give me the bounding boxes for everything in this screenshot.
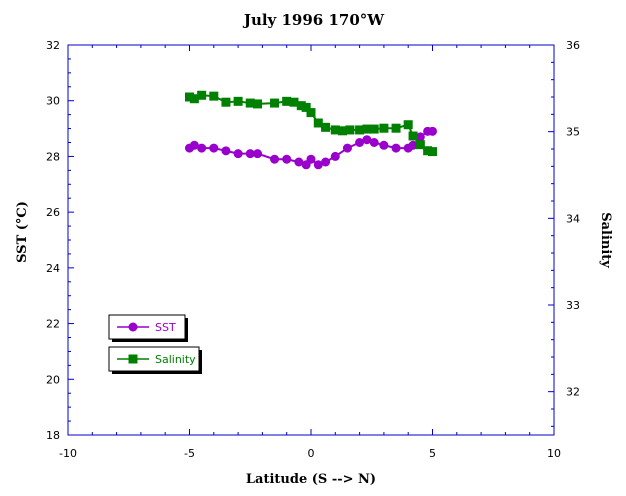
y-tick-label-right: 34 — [566, 212, 580, 225]
legend-label: Salinity — [155, 353, 196, 366]
legend-marker — [128, 322, 138, 332]
sst-point — [253, 149, 263, 159]
legend-label: SST — [155, 321, 176, 334]
salinity-point — [270, 98, 280, 108]
salinity-point — [189, 94, 199, 104]
y-axis-label-right: Salinity — [598, 212, 613, 268]
y-tick-label-right: 32 — [566, 386, 580, 399]
salinity-point — [197, 90, 207, 100]
sst-point — [391, 143, 401, 153]
salinity-point — [289, 97, 299, 107]
tick-labels: -10 -5 0 5 10 18 20 22 24 26 28 30 32 32 33 34 35 36 — [46, 39, 580, 460]
sst-point — [415, 132, 425, 142]
salinity-point — [338, 126, 348, 136]
y-tick-label-left: 26 — [46, 206, 60, 219]
salinity-point — [321, 122, 331, 132]
x-tick-label: -10 — [59, 447, 77, 460]
sst-point — [355, 138, 365, 147]
y-tick-label-left: 24 — [46, 262, 60, 275]
legend-marker — [128, 354, 138, 364]
sst-point — [245, 149, 255, 159]
salinity-point — [233, 96, 243, 106]
salinity-point — [301, 102, 311, 112]
salinity-point — [428, 147, 437, 157]
sst-point — [189, 140, 199, 150]
salinity-point — [296, 101, 306, 111]
sst-point — [313, 160, 323, 170]
salinity-point — [245, 98, 255, 108]
x-axis-label: Latitude (S --> N) — [246, 472, 376, 487]
x-tick-label: 0 — [308, 447, 315, 460]
plot-frame — [67, 44, 555, 436]
salinity-point — [345, 125, 355, 135]
legend: SST Salinity — [108, 314, 202, 374]
salinity-point — [423, 146, 433, 156]
sst-point — [408, 140, 418, 150]
sst-point — [197, 143, 207, 153]
y-tick-label-left: 32 — [46, 39, 60, 52]
sst-point — [428, 126, 437, 136]
sst-point — [330, 151, 340, 161]
legend-item-sst: SST — [108, 314, 188, 342]
sst-point — [209, 143, 219, 153]
sst-point — [369, 138, 379, 147]
y-tick-label-left: 28 — [46, 150, 60, 163]
sst-point — [221, 146, 231, 156]
salinity-point — [185, 92, 194, 102]
salinity-point — [369, 124, 379, 134]
y-tick-label-right: 33 — [566, 299, 580, 312]
y-tick-label-left: 18 — [46, 429, 60, 442]
y-tick-label-right: 36 — [566, 39, 580, 52]
x-tick-label: 5 — [429, 447, 436, 460]
salinity-point — [221, 97, 231, 107]
y-axis-label-left: SST (°C) — [15, 201, 30, 263]
sst-point — [362, 135, 372, 145]
y-tick-label-left: 22 — [46, 318, 60, 331]
sst-point — [342, 143, 352, 153]
salinity-point — [362, 124, 372, 134]
axis-ticks — [67, 44, 555, 436]
y-tick-label-left: 20 — [46, 373, 60, 386]
y-tick-label-left: 30 — [46, 95, 60, 108]
sst-point — [282, 154, 292, 164]
sst-point — [294, 157, 304, 167]
sst-point — [306, 154, 316, 164]
series-layer — [185, 90, 437, 170]
sst-point — [270, 154, 280, 164]
salinity-point — [355, 125, 365, 135]
salinity-point — [379, 123, 389, 133]
y-tick-label-right: 35 — [566, 126, 580, 139]
legend-item-salinity: Salinity — [108, 346, 202, 374]
x-tick-label: -5 — [184, 447, 195, 460]
sst-point — [233, 149, 243, 159]
salinity-point — [415, 140, 425, 150]
sst-point — [321, 157, 331, 167]
sst-point — [379, 140, 389, 150]
salinity-point — [391, 123, 401, 133]
salinity-point — [313, 118, 323, 128]
salinity-point — [306, 108, 316, 118]
salinity-point — [282, 96, 292, 106]
salinity-point — [408, 131, 418, 141]
salinity-point — [330, 125, 340, 135]
chart-title: July 1996 170°W — [242, 11, 385, 29]
salinity-point — [209, 91, 219, 101]
salinity-point — [403, 120, 413, 130]
x-tick-label: 10 — [547, 447, 561, 460]
salinity-point — [253, 99, 263, 109]
